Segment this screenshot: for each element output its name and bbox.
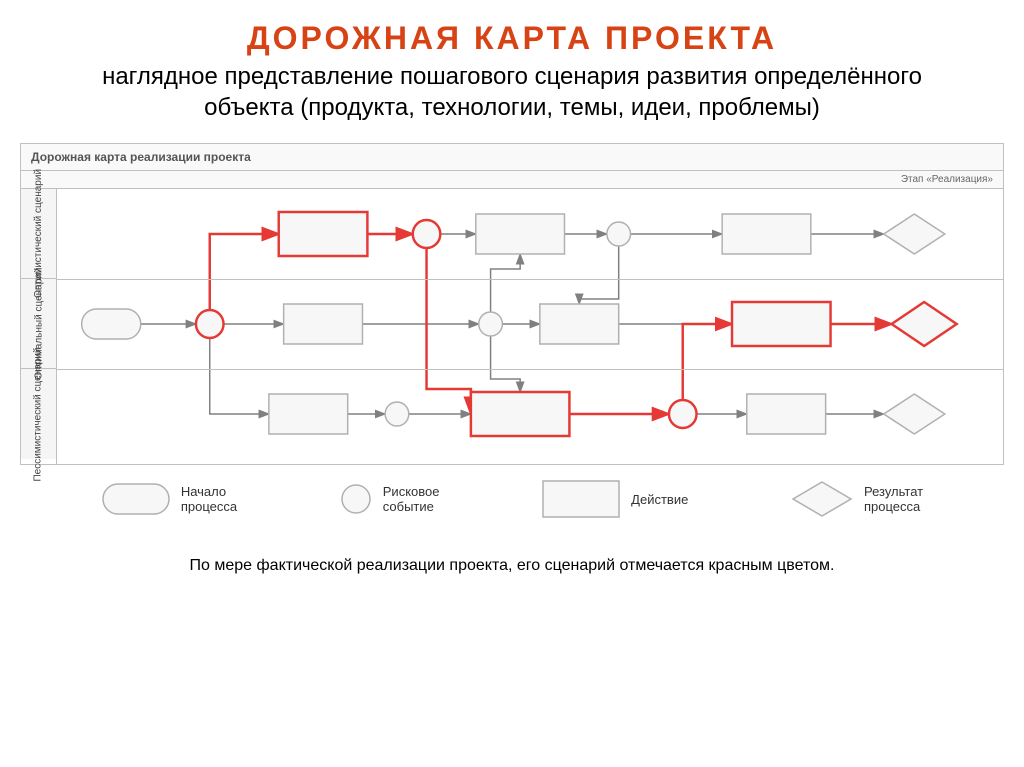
edge [683, 324, 732, 400]
flowchart-svg [57, 189, 1003, 459]
legend-start: Начало процесса [101, 482, 237, 516]
node-act2b [540, 304, 619, 344]
footnote: По мере фактической реализации проекта, … [20, 557, 1004, 575]
node-risk4 [479, 312, 503, 336]
edge [210, 234, 279, 310]
node-res2 [892, 302, 957, 346]
node-risk5 [385, 402, 409, 426]
node-act2c [732, 302, 831, 346]
edge [427, 248, 471, 414]
edge [579, 246, 618, 304]
node-act2a [284, 304, 363, 344]
node-res3 [884, 394, 945, 434]
legend-risk: Рисковое событие [339, 482, 440, 516]
node-act1a [279, 212, 368, 256]
node-risk1 [196, 310, 224, 338]
diagram-container: Дорожная карта реализации проекта Этап «… [20, 143, 1004, 465]
node-act3b [471, 392, 570, 436]
node-risk3 [607, 222, 631, 246]
lane-label-3: Пессимистический сценарий [33, 347, 44, 481]
legend-action: Действие [541, 479, 688, 519]
page-subtitle: наглядное представление пошагового сцена… [20, 61, 1004, 123]
node-risk6 [669, 400, 697, 428]
node-act1b [476, 214, 565, 254]
page-title: ДОРОЖНАЯ КАРТА ПРОЕКТА [20, 20, 1004, 57]
legend: Начало процесса Рисковое событие Действи… [20, 465, 1004, 527]
diagram-title: Дорожная карта реализации проекта [21, 144, 1003, 171]
edge [210, 338, 269, 414]
node-act3c [747, 394, 826, 434]
node-res1 [884, 214, 945, 254]
node-act3a [269, 394, 348, 434]
node-act1c [722, 214, 811, 254]
legend-result: Результат процесса [790, 479, 923, 519]
edge [491, 336, 521, 392]
node-start [82, 309, 141, 339]
diagram-phase: Этап «Реализация» [21, 171, 1003, 189]
node-risk2 [413, 220, 441, 248]
edge [491, 254, 521, 312]
